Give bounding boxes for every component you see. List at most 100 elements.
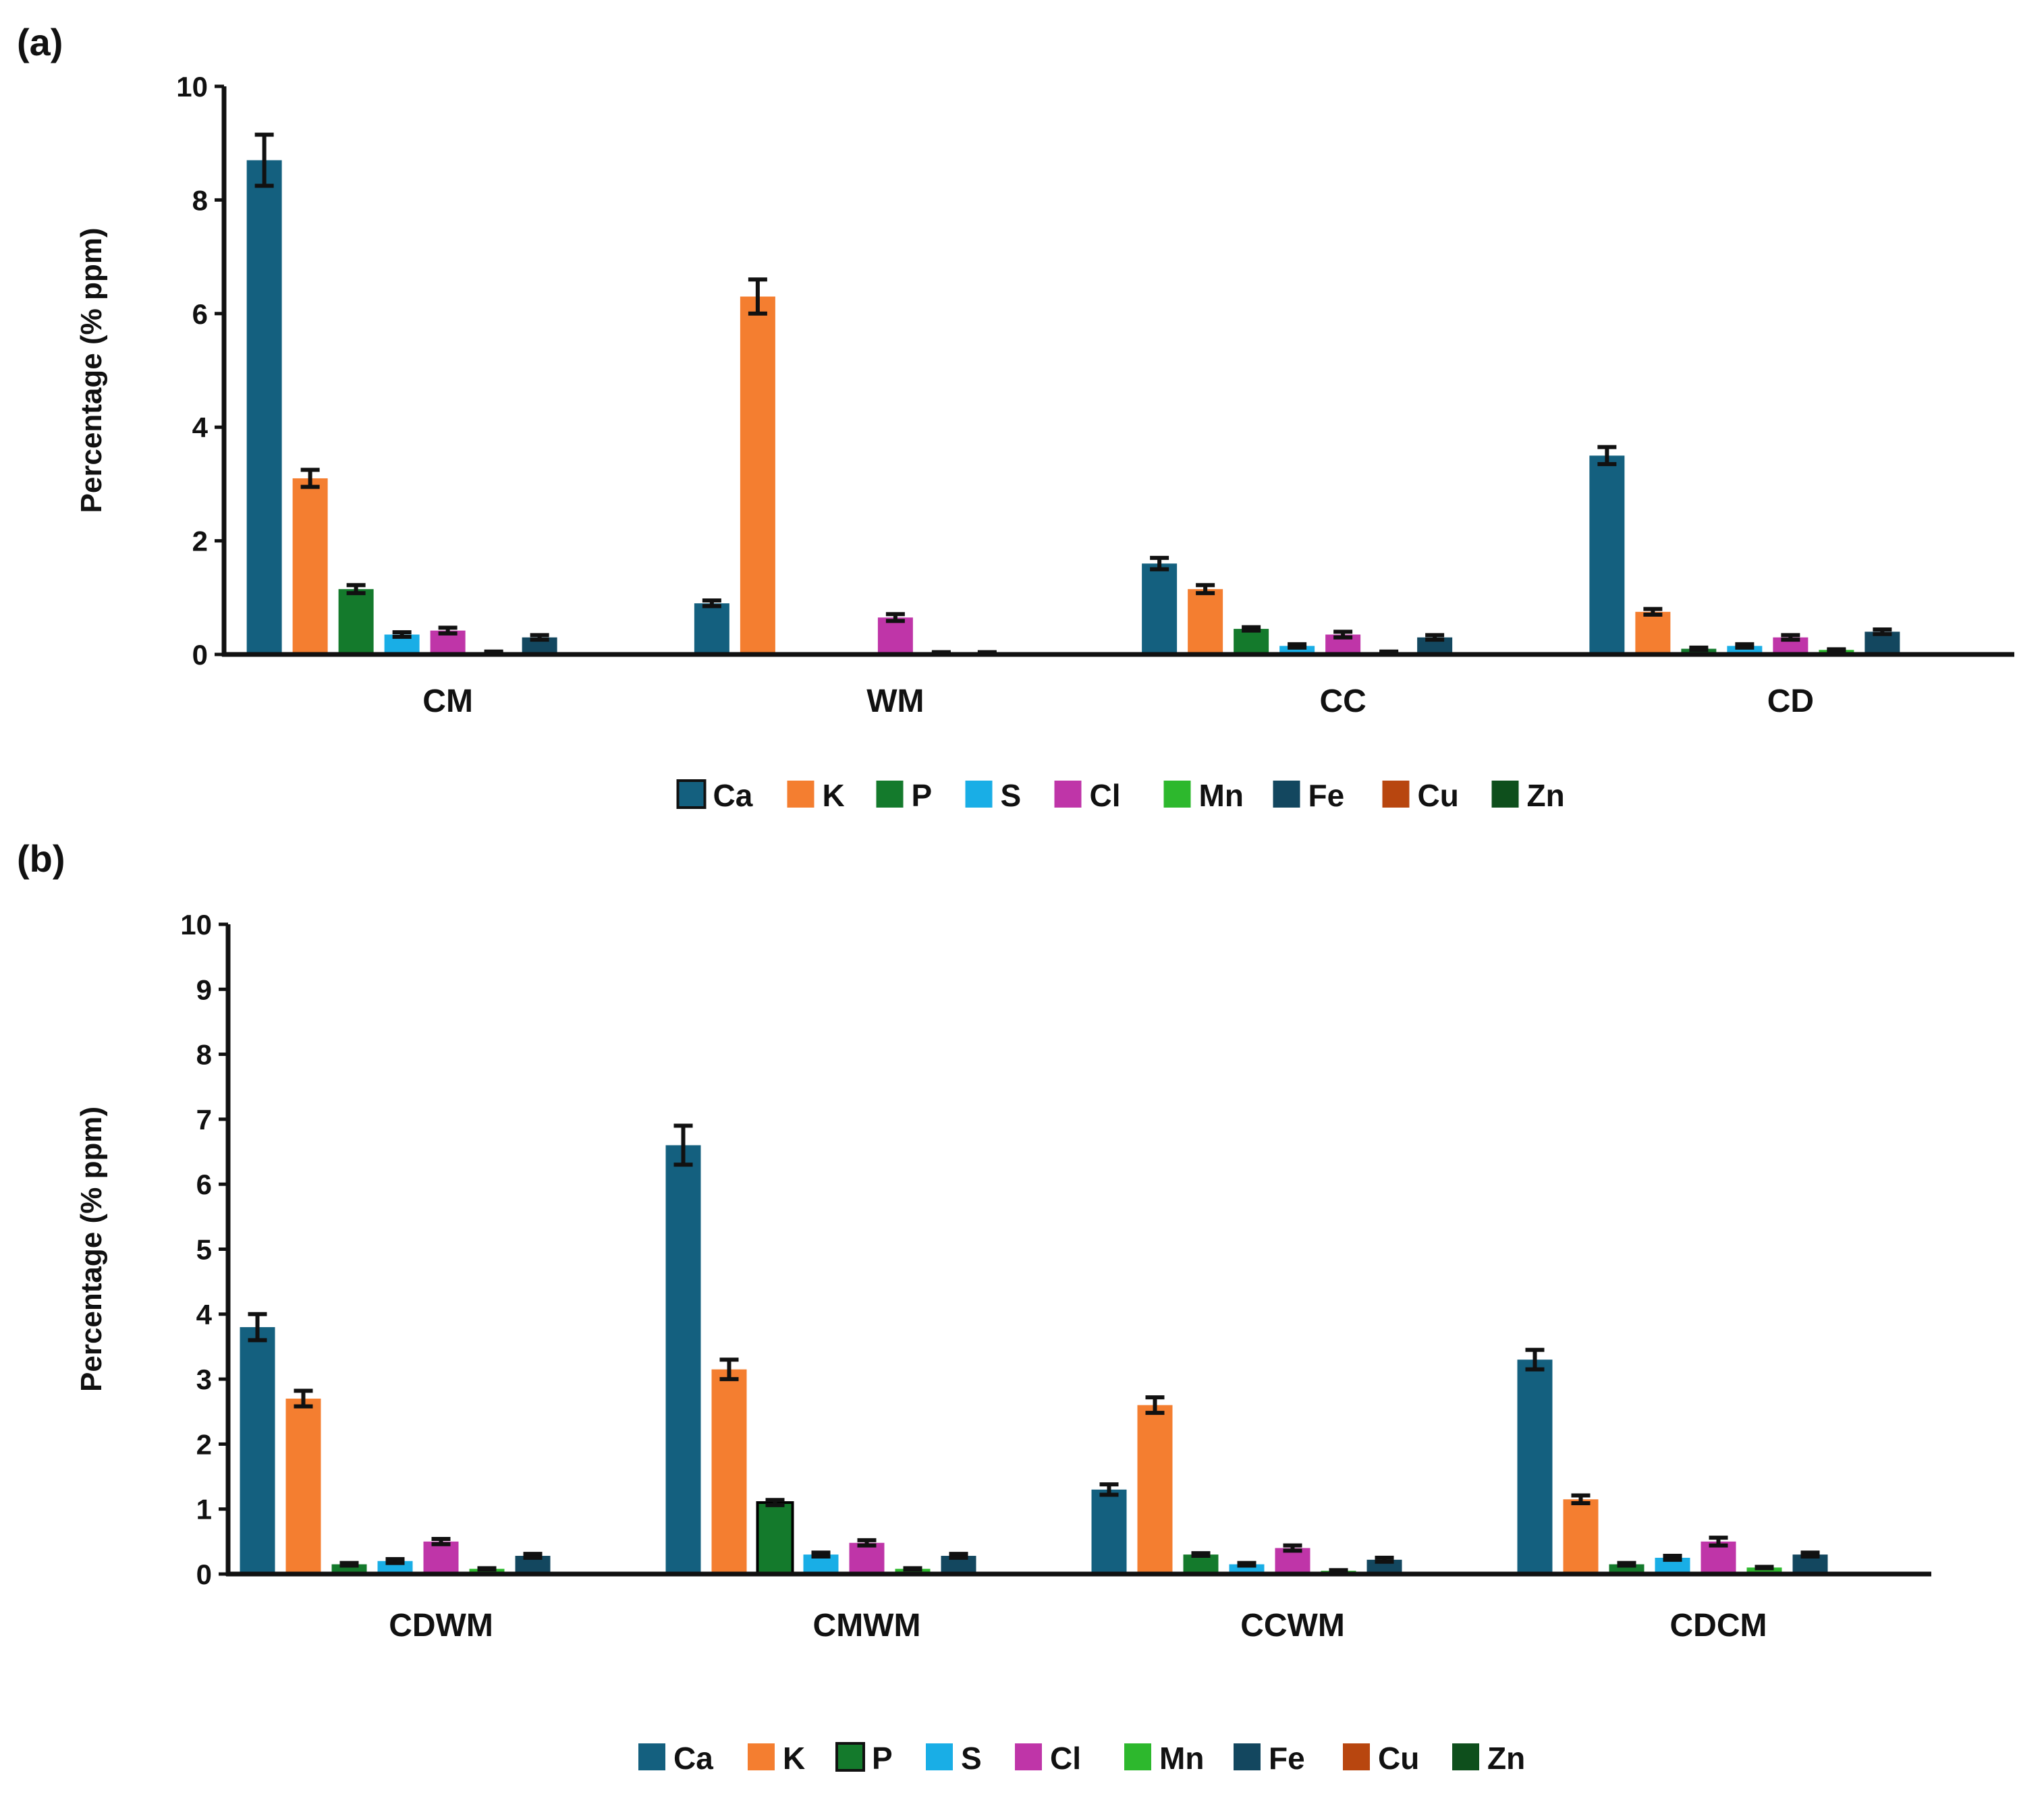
error-bar-k-cd: [1643, 607, 1663, 617]
y-tick-label: 4: [192, 412, 209, 443]
legend-item-cl: Cl: [1054, 778, 1121, 813]
y-axis-label: Percentage (% ppm): [75, 1106, 108, 1392]
chart-panel-a: (a) Percentage (% ppm) CM WM CC CD 0 2 4 6 8 10 Ca K P…: [17, 21, 2014, 813]
legend-label-s: S: [961, 1741, 982, 1776]
error-bar-cl-cmwm: [857, 1538, 877, 1548]
y-tick-label: 2: [196, 1428, 212, 1460]
bar-p-cc: [1234, 629, 1269, 654]
error-bar-s-cmwm: [811, 1550, 831, 1559]
error-bar-fe-ccwm: [1375, 1555, 1394, 1564]
error-bar-ca-cc: [1150, 555, 1169, 571]
category-label-cdwm: CDWM: [389, 1608, 493, 1644]
legend-swatch-fe: [1234, 1743, 1261, 1770]
error-bar-ca-cd: [1597, 445, 1617, 466]
error-bar-s-cc: [1288, 642, 1307, 650]
legend-item-k: K: [787, 778, 845, 813]
error-bar-p-cd: [1689, 645, 1709, 652]
legend-item-ca: Ca: [676, 778, 753, 813]
error-bar-cl-ccwm: [1283, 1543, 1302, 1553]
error-bar-fe-cmwm: [949, 1552, 968, 1560]
y-tick-label: 0: [192, 639, 208, 671]
legend-label-mn: Mn: [1199, 778, 1244, 813]
error-bar-k-wm: [748, 277, 767, 316]
error-bar-fe-cc: [1425, 633, 1445, 642]
category-label-cc: CC: [1319, 683, 1366, 719]
error-bar-s-cd: [1735, 642, 1755, 650]
y-tick-label: 8: [196, 1039, 212, 1071]
y-tick-label: 3: [196, 1364, 212, 1395]
legend-swatch-s: [965, 781, 993, 808]
legend-item-cu: Cu: [1382, 778, 1459, 813]
error-bar-mn-cdwm: [477, 1566, 497, 1572]
error-bar-cl-cd: [1781, 633, 1800, 642]
bar-k-ccwm: [1137, 1405, 1173, 1574]
panel-label: (a): [17, 21, 63, 63]
legend-swatch-zn: [1452, 1743, 1479, 1770]
bar-cl-cdwm: [423, 1541, 459, 1574]
legend-item-ca: Ca: [638, 1741, 713, 1776]
error-bar-s-cdcm: [1663, 1554, 1682, 1562]
legend-label-p: P: [872, 1741, 893, 1776]
error-bar-ca-cdcm: [1525, 1347, 1545, 1372]
error-bar-k-cdwm: [294, 1388, 313, 1409]
legend-item-fe: Fe: [1234, 1741, 1305, 1776]
error-bar-fe-cdcm: [1800, 1550, 1820, 1559]
legend-label-zn: Zn: [1527, 778, 1565, 813]
error-bar-ca-wm: [702, 598, 721, 609]
y-tick-label: 6: [192, 298, 208, 330]
bar-k-wm: [740, 296, 775, 654]
error-bar-cl-cdwm: [431, 1536, 451, 1546]
error-bar-p-cmwm: [765, 1498, 785, 1507]
y-tick-label: 5: [196, 1234, 212, 1266]
bar-ca-cdwm: [240, 1327, 275, 1574]
panel-label: (b): [17, 837, 65, 880]
legend-label-fe: Fe: [1269, 1741, 1305, 1776]
error-bar-ca-cm: [254, 132, 274, 188]
y-tick-label: 0: [196, 1559, 212, 1590]
error-bar-p-ccwm: [1191, 1551, 1211, 1559]
bar-ca-cd: [1589, 455, 1625, 654]
legend-item-zn: Zn: [1491, 778, 1565, 813]
error-bar-ca-ccwm: [1099, 1482, 1119, 1497]
category-label-cmwm: CMWM: [813, 1608, 921, 1644]
error-bar-k-cc: [1196, 583, 1215, 596]
error-bar-mn-ccwm: [1329, 1568, 1348, 1574]
error-bar-p-cc: [1242, 625, 1261, 633]
bar-ca-cdcm: [1517, 1359, 1553, 1574]
error-bar-k-cm: [300, 468, 320, 489]
chart-panel-b: (b) Percentage (% ppm) CDWM CMWM CCWM CDCM 0 1 2…: [17, 837, 1931, 1776]
error-bar-mn-cdcm: [1755, 1565, 1774, 1571]
legend-swatch-mn: [1124, 1743, 1151, 1770]
error-bar-cl-cdcm: [1709, 1536, 1728, 1548]
legend-swatch-cu: [1343, 1743, 1370, 1770]
legend-item-fe: Fe: [1273, 778, 1344, 813]
y-tick-label: 8: [192, 184, 208, 216]
y-axis-label: Percentage (% ppm): [75, 228, 108, 513]
category-label-ccwm: CCWM: [1240, 1608, 1345, 1644]
legend: Ca K P S Cl Mn Fe Cu Zn: [676, 778, 1565, 813]
legend-label-ca: Ca: [673, 1741, 713, 1776]
bar-k-cdwm: [285, 1398, 321, 1574]
y-tick-label: 6: [196, 1169, 212, 1200]
error-bar-cl-cm: [438, 625, 458, 636]
legend-swatch-cl: [1054, 781, 1082, 808]
y-tick-label: 10: [176, 71, 208, 103]
category-label-cdcm: CDCM: [1670, 1608, 1767, 1644]
legend-item-s: S: [965, 778, 1021, 813]
category-label-wm: WM: [866, 683, 924, 719]
error-bar-mn-cd: [1827, 647, 1846, 653]
bar-k-cc: [1188, 589, 1223, 654]
bar-mn-cdcm: [1746, 1567, 1782, 1574]
legend-label-k: K: [823, 778, 845, 813]
legend-swatch-p: [835, 1742, 865, 1772]
legend-swatch-k: [748, 1743, 775, 1770]
category-label-cm: CM: [422, 683, 473, 719]
legend-label-cl: Cl: [1050, 1741, 1081, 1776]
legend-item-cu: Cu: [1343, 1741, 1419, 1776]
legend-label-p: P: [912, 778, 933, 813]
bar-cl-cmwm: [849, 1542, 885, 1574]
y-tick-label: 2: [192, 526, 208, 557]
legend-item-cl: Cl: [1015, 1741, 1081, 1776]
y-tick-label: 4: [196, 1299, 213, 1330]
category-label-cd: CD: [1767, 683, 1814, 719]
